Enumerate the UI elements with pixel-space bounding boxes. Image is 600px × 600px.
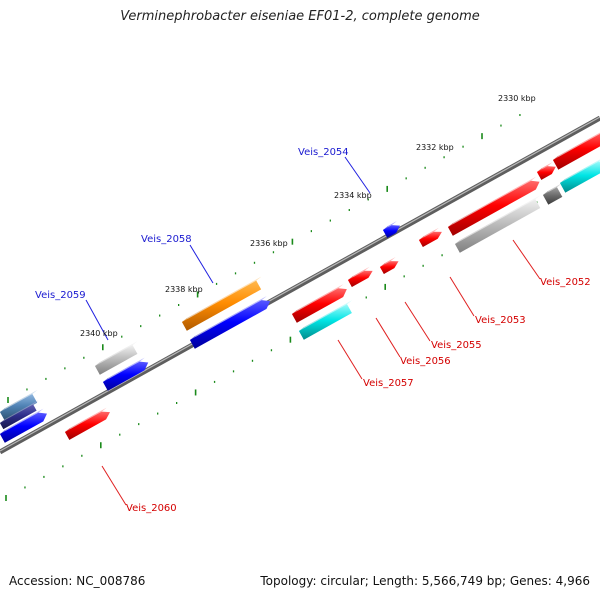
- gene-label-veis-2053: Veis_2053: [475, 315, 526, 326]
- callout-veis-2054: [344, 156, 371, 194]
- gene-veis-2052-upper: [553, 132, 600, 170]
- kbp-label: 2336 kbp: [250, 239, 288, 248]
- callout-veis-2057: [337, 339, 363, 380]
- callout-veis-2053: [449, 276, 475, 317]
- genome-summary-text: Topology: circular; Length: 5,566,749 bp…: [260, 574, 590, 588]
- callout-veis-2052: [512, 239, 541, 280]
- gene-red-long: [292, 284, 347, 323]
- accession-text: Accession: NC_008786: [9, 574, 146, 588]
- gene-steel: [0, 390, 38, 421]
- gene-veis-2060: [65, 407, 111, 440]
- gene-label-veis-2060: Veis_2060: [126, 503, 177, 514]
- gene-veis-2056: [380, 257, 399, 274]
- gene-navy: [0, 400, 39, 430]
- kbp-label: 2340 kbp: [80, 329, 118, 338]
- kbp-label: 2332 kbp: [416, 143, 454, 152]
- genome-backbone: [0, 115, 600, 455]
- gene-label-veis-2059: Veis_2059: [35, 290, 86, 301]
- gene-label-veis-2056: Veis_2056: [400, 356, 451, 367]
- callout-veis-2055: [404, 301, 431, 342]
- gene-veis-2054: [383, 221, 401, 238]
- kbp-label: 2330 kbp: [498, 94, 536, 103]
- gene-blue-short: [103, 357, 149, 391]
- genome-backbone-highlight: [0, 116, 600, 452]
- callout-veis-2059: [85, 299, 109, 341]
- kbp-label: 2334 kbp: [334, 191, 372, 200]
- gene-gray-large: [455, 195, 541, 253]
- gene-features: [0, 132, 600, 443]
- callout-veis-2058: [189, 244, 214, 284]
- gene-veis-2055: [419, 227, 442, 247]
- kbp-labels: 2330 kbp 2332 kbp 2334 kbp 2336 kbp 2338…: [80, 94, 536, 338]
- gene-darkgray: [543, 183, 563, 205]
- tick-marks: [5, 114, 538, 501]
- gene-small-red: [537, 162, 556, 180]
- gene-label-veis-2054: Veis_2054: [298, 147, 349, 158]
- gene-veis-2053: [448, 176, 540, 236]
- callout-veis-2056: [375, 317, 401, 358]
- gene-labels: Veis_2054 Veis_2058 Veis_2059 Veis_2052 …: [35, 147, 591, 514]
- callout-veis-2060: [101, 465, 127, 506]
- gene-veis-2057: [299, 300, 353, 340]
- gene-blue-left: [0, 408, 47, 443]
- map-title: Verminephrobacter eiseniae EF01-2, compl…: [120, 9, 480, 24]
- kbp-label: 2338 kbp: [165, 285, 203, 294]
- gene-red-mid: [348, 266, 373, 287]
- gene-label-veis-2057: Veis_2057: [363, 378, 414, 389]
- gene-cyan-right: [560, 159, 600, 193]
- gene-label-veis-2055: Veis_2055: [431, 340, 482, 351]
- gene-veis-2059: [95, 341, 138, 375]
- gene-veis-2058: [182, 276, 262, 331]
- gene-label-veis-2058: Veis_2058: [141, 234, 192, 245]
- gene-label-veis-2052: Veis_2052: [540, 277, 591, 288]
- gene-blue-long: [190, 296, 271, 349]
- callout-lines: [85, 156, 541, 506]
